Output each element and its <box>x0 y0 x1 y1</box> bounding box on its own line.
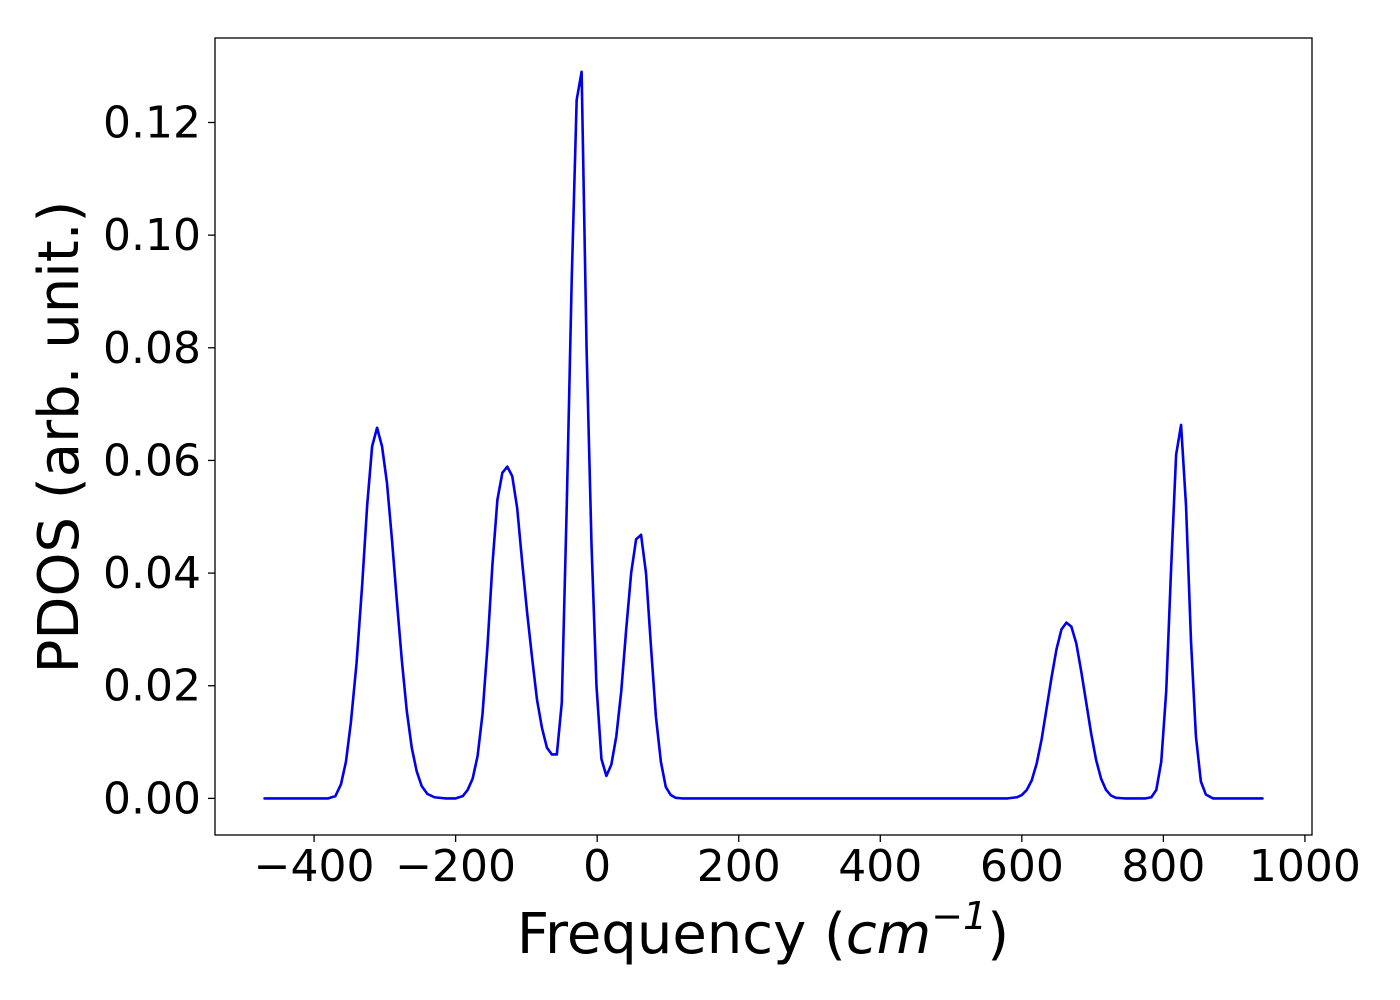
y-tick-label: 0.12 <box>103 97 201 148</box>
x-axis-label-prefix: Frequency ( <box>517 902 846 967</box>
x-axis-ticks: −400 −200 0 200 400 600 800 1000 <box>254 835 1361 892</box>
pdos-series-line <box>263 70 1264 800</box>
y-tick-label: 0.08 <box>103 323 201 374</box>
x-axis-label: Frequency (cm−1) <box>517 894 1009 967</box>
x-tick-label: 600 <box>980 841 1064 892</box>
x-tick-label: 200 <box>697 841 781 892</box>
y-axis-label: PDOS (arb. unit.) <box>27 201 92 674</box>
y-tick-label: 0.04 <box>103 548 201 599</box>
x-tick-label: −400 <box>254 841 375 892</box>
series-layer <box>263 70 1264 800</box>
y-tick-label: 0.00 <box>103 773 201 824</box>
x-tick-label: 800 <box>1121 841 1205 892</box>
y-tick-label: 0.06 <box>103 435 201 486</box>
plot-frame <box>214 37 1313 836</box>
x-axis-label-suffix: ) <box>987 902 1009 967</box>
y-tick-label: 0.02 <box>103 661 201 712</box>
x-tick-label: 0 <box>583 841 611 892</box>
x-tick-label: 400 <box>838 841 922 892</box>
x-axis-label-exponent: −1 <box>931 894 987 938</box>
x-tick-label: 1000 <box>1249 841 1361 892</box>
x-tick-label: −200 <box>395 841 516 892</box>
x-axis-label-unit: cm <box>846 902 931 967</box>
y-axis-ticks: 0.00 0.02 0.04 0.06 0.08 0.10 0.12 <box>103 97 215 824</box>
y-tick-label: 0.10 <box>103 210 201 261</box>
